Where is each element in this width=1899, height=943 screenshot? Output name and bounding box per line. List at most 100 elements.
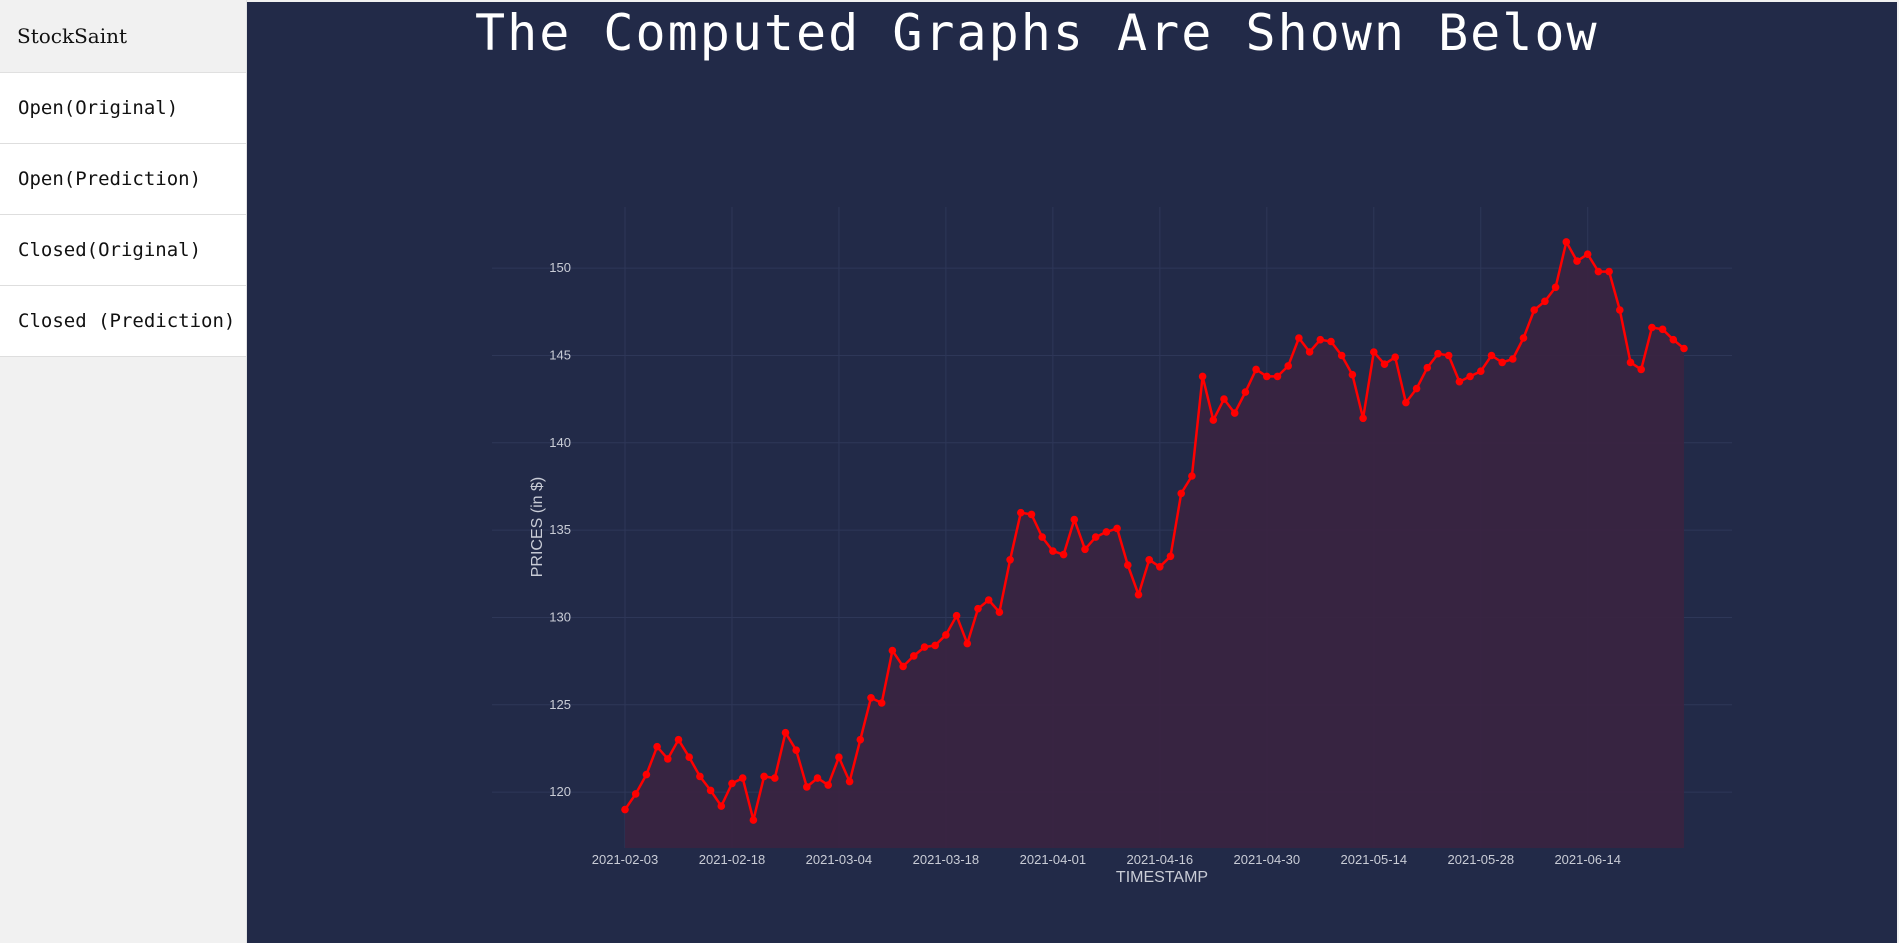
data-point-17[interactable] [803,783,811,791]
data-point-0[interactable] [621,805,629,814]
nav-item-closed-original[interactable]: Closed(Original) [0,215,246,286]
data-point-38[interactable] [1027,510,1036,519]
data-point-57[interactable] [1230,409,1239,417]
brand-logo[interactable]: StockSaint [0,0,246,73]
data-point-27[interactable] [910,652,918,660]
data-point-87[interactable] [1551,283,1560,292]
data-point-39[interactable] [1038,533,1046,541]
data-point-25[interactable] [888,646,897,655]
data-point-69[interactable] [1359,414,1367,423]
data-point-81[interactable] [1487,351,1496,360]
data-point-67[interactable] [1337,351,1346,360]
data-point-4[interactable] [664,755,672,763]
data-point-92[interactable] [1605,267,1613,276]
data-point-14[interactable] [771,774,779,782]
data-point-3[interactable] [653,742,661,751]
data-point-21[interactable] [845,777,854,786]
data-point-45[interactable] [1102,528,1111,536]
data-point-46[interactable] [1113,524,1121,533]
data-point-15[interactable] [781,728,790,737]
data-point-19[interactable] [824,781,832,789]
data-point-68[interactable] [1348,370,1357,379]
data-point-35[interactable] [995,608,1004,616]
data-point-90[interactable] [1583,250,1592,258]
data-point-85[interactable] [1530,306,1538,314]
data-point-61[interactable] [1273,372,1282,381]
data-point-33[interactable] [974,604,982,613]
data-point-71[interactable] [1380,360,1389,369]
data-point-47[interactable] [1124,561,1132,569]
data-point-40[interactable] [1049,547,1057,555]
data-point-41[interactable] [1059,550,1068,559]
data-point-78[interactable] [1455,377,1464,386]
data-point-8[interactable] [706,786,715,795]
data-point-28[interactable] [920,643,929,651]
nav-item-open-prediction[interactable]: Open(Prediction) [0,144,246,215]
data-point-52[interactable] [1177,489,1185,498]
data-point-91[interactable] [1594,267,1603,276]
data-point-73[interactable] [1402,398,1410,407]
data-point-93[interactable] [1616,306,1624,314]
data-point-96[interactable] [1648,323,1656,332]
data-point-62[interactable] [1284,362,1292,370]
data-point-53[interactable] [1188,472,1196,480]
data-point-55[interactable] [1209,416,1218,424]
data-point-83[interactable] [1509,355,1517,363]
data-point-34[interactable] [984,596,993,604]
nav-item-closed-prediction[interactable]: Closed (Prediction) [0,286,246,357]
data-point-98[interactable] [1669,335,1678,344]
data-point-24[interactable] [877,699,886,707]
data-point-51[interactable] [1166,552,1175,561]
data-point-42[interactable] [1070,515,1079,524]
data-point-75[interactable] [1423,363,1432,372]
data-point-30[interactable] [942,631,950,639]
data-point-88[interactable] [1562,238,1571,246]
data-point-37[interactable] [1017,508,1025,517]
data-point-59[interactable] [1252,365,1260,374]
data-point-43[interactable] [1081,545,1089,554]
data-point-65[interactable] [1316,335,1325,344]
data-point-77[interactable] [1444,351,1453,360]
data-point-50[interactable] [1156,563,1164,571]
data-point-7[interactable] [696,772,704,781]
data-point-5[interactable] [674,735,683,744]
data-point-86[interactable] [1541,297,1549,306]
data-point-60[interactable] [1263,372,1271,381]
data-point-99[interactable] [1680,344,1688,353]
data-point-70[interactable] [1370,348,1378,356]
data-point-66[interactable] [1327,337,1335,346]
data-point-32[interactable] [963,639,972,648]
data-point-58[interactable] [1241,388,1250,396]
data-point-2[interactable] [642,770,651,779]
data-point-6[interactable] [685,753,693,761]
data-point-9[interactable] [717,802,726,810]
data-point-54[interactable] [1198,372,1207,381]
data-point-13[interactable] [760,772,768,781]
data-point-84[interactable] [1519,334,1528,342]
data-point-97[interactable] [1658,325,1667,334]
data-point-20[interactable] [835,753,843,761]
data-point-18[interactable] [813,774,822,782]
data-point-44[interactable] [1091,533,1100,541]
data-point-31[interactable] [952,611,961,620]
data-point-12[interactable] [749,816,758,824]
data-point-79[interactable] [1466,372,1474,381]
data-point-63[interactable] [1295,334,1303,342]
data-point-94[interactable] [1626,358,1635,367]
data-point-49[interactable] [1145,556,1153,564]
nav-item-open-original[interactable]: Open(Original) [0,73,246,144]
data-point-23[interactable] [867,694,875,702]
data-point-76[interactable] [1434,349,1442,358]
data-point-36[interactable] [1006,556,1014,564]
data-point-80[interactable] [1477,367,1485,376]
data-point-64[interactable] [1305,348,1314,356]
data-point-16[interactable] [792,746,800,754]
data-point-82[interactable] [1498,358,1506,367]
data-point-26[interactable] [899,662,907,671]
data-point-95[interactable] [1637,365,1645,374]
data-point-56[interactable] [1220,395,1228,403]
data-point-22[interactable] [856,735,865,744]
data-point-29[interactable] [931,641,939,650]
data-point-74[interactable] [1412,384,1421,393]
